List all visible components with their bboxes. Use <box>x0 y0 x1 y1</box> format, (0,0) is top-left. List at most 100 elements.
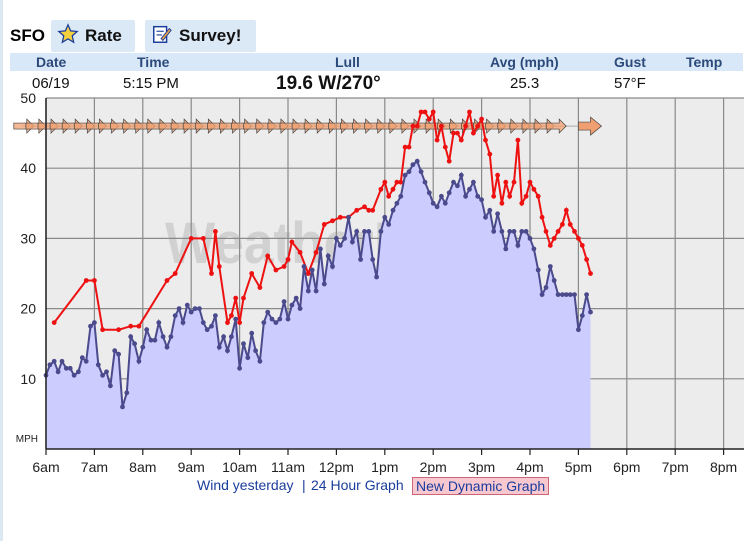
avg-point <box>51 358 57 364</box>
rate-tab[interactable]: Rate <box>51 20 135 52</box>
avg-point <box>325 253 331 259</box>
wind-direction-arrow <box>340 118 361 134</box>
avg-point <box>237 365 243 371</box>
wind-direction-arrow <box>49 118 71 134</box>
avg-point <box>160 334 166 340</box>
avg-point <box>132 341 138 347</box>
wind-direction-arrow <box>267 118 289 134</box>
gust-point <box>588 271 593 276</box>
gust-point <box>257 285 263 290</box>
avg-point <box>370 257 376 262</box>
avg-point <box>515 243 521 248</box>
wind-direction-arrow <box>86 118 107 134</box>
avg-point <box>535 267 541 273</box>
gust-point <box>281 264 287 269</box>
gust-point <box>547 243 553 248</box>
survey-icon <box>151 23 173 50</box>
avg-point <box>475 193 481 199</box>
survey-tab-label: Survey! <box>179 26 242 45</box>
gust-point <box>200 236 206 241</box>
wind-direction-arrow <box>37 118 59 134</box>
avg-point <box>588 309 593 315</box>
avg-point <box>265 309 271 315</box>
avg-point <box>197 306 202 311</box>
avg-point <box>172 313 178 318</box>
link-separator: | <box>302 477 306 493</box>
gust-point <box>523 193 529 199</box>
avg-point <box>168 334 174 340</box>
wind-yesterday-link[interactable]: Wind yesterday <box>197 477 294 493</box>
wind-direction-arrow <box>509 118 531 134</box>
avg-point <box>463 193 468 199</box>
gust-point <box>297 250 303 255</box>
gust-point <box>285 257 291 262</box>
avg-point <box>398 193 404 199</box>
gust-point <box>471 130 476 136</box>
avg-point <box>390 207 396 213</box>
gust-point <box>164 278 170 283</box>
wind-direction-arrow <box>194 118 216 134</box>
wind-direction-arrow <box>146 118 168 134</box>
avg-point <box>354 229 360 234</box>
gust-point <box>414 123 420 129</box>
avg-point <box>253 348 258 354</box>
avg-point <box>523 229 529 234</box>
new-dynamic-graph-link[interactable]: New Dynamic Graph <box>412 477 550 495</box>
avg-point <box>434 204 440 210</box>
gust-point <box>531 186 537 192</box>
x-tick-label: 12pm <box>319 459 354 475</box>
wind-direction-arrow <box>219 118 240 134</box>
wind-direction-arrow <box>578 116 603 136</box>
gust-point <box>406 144 412 150</box>
avg-point <box>386 222 392 227</box>
avg-point <box>346 214 351 220</box>
gust-point <box>366 207 372 213</box>
avg-point <box>414 158 420 164</box>
current-readings: 06/19 5:15 PM 19.6 W/270° 25.3 57°F <box>10 71 743 95</box>
survey-tab[interactable]: Survey! <box>145 20 256 52</box>
header-avg: Avg (mph) <box>490 54 559 70</box>
avg-point <box>188 309 194 315</box>
avg-point <box>269 316 275 322</box>
gust-point <box>216 264 222 269</box>
avg-point <box>495 211 500 217</box>
avg-point <box>451 179 456 185</box>
header-temp: Temp <box>686 54 723 70</box>
wind-direction-arrow <box>98 118 119 134</box>
gust-point <box>475 123 481 129</box>
avg-point <box>471 179 476 185</box>
x-tick-label: 4pm <box>516 459 543 475</box>
gust-point <box>241 295 246 301</box>
avg-point <box>507 229 513 234</box>
gust-point <box>229 313 234 318</box>
avg-point <box>479 197 484 203</box>
gust-point <box>572 229 577 234</box>
wind-direction-arrow <box>243 118 265 134</box>
gust-point <box>551 236 557 241</box>
gust-point <box>560 222 565 227</box>
avg-point <box>297 306 303 311</box>
gust-point <box>51 320 57 325</box>
y-tick-label: 20 <box>20 301 36 317</box>
wind-direction-arrow <box>533 118 555 134</box>
avg-point <box>140 344 146 350</box>
avg-point <box>430 200 436 206</box>
gust-point <box>410 123 416 129</box>
avg-point <box>257 358 263 364</box>
24-hour-graph-link[interactable]: 24 Hour Graph <box>311 477 404 493</box>
gust-point <box>495 172 500 178</box>
gust-point <box>539 214 545 220</box>
avg-line <box>45 159 592 408</box>
gust-point <box>402 144 408 150</box>
avg-point <box>439 193 444 199</box>
avg-point <box>539 292 545 297</box>
x-tick-label: 11am <box>271 459 305 475</box>
avg-point <box>330 264 335 269</box>
avg-point <box>76 369 81 375</box>
avg-point <box>67 365 73 371</box>
avg-point <box>273 320 279 325</box>
wind-direction-arrow <box>521 118 543 134</box>
avg-point <box>148 337 154 343</box>
gust-point <box>237 320 243 325</box>
wind-direction-arrow <box>352 118 374 134</box>
